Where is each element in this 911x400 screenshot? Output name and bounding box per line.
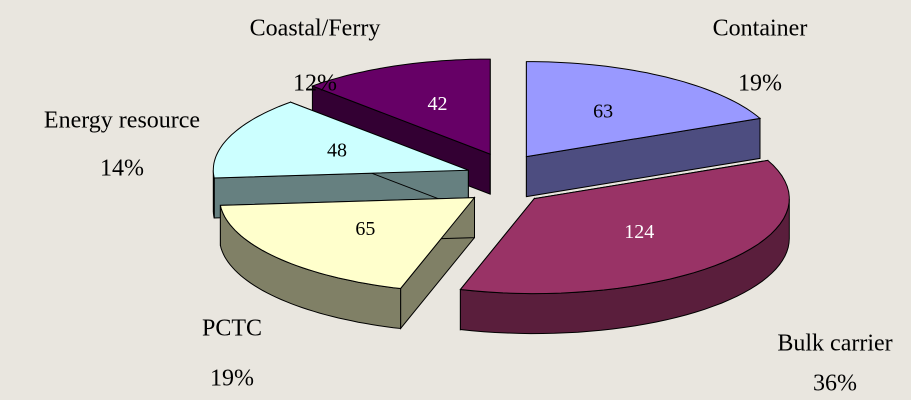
percent-label: 14% <box>100 156 144 182</box>
category-label: Energy resource <box>44 108 200 134</box>
value-label: 42 <box>427 93 447 115</box>
category-label: PCTC <box>202 316 262 342</box>
slice <box>219 197 476 290</box>
slice <box>212 101 469 179</box>
percent-label: 36% <box>813 371 857 397</box>
slice <box>310 58 491 155</box>
percent-label: 19% <box>738 71 782 97</box>
category-label: Container <box>713 16 808 42</box>
category-label: Coastal/Ferry <box>250 16 381 42</box>
value-label: 48 <box>327 139 347 161</box>
slice <box>525 61 762 158</box>
percent-label: 19% <box>210 366 254 392</box>
value-label: 65 <box>355 218 375 240</box>
value-label: 124 <box>624 221 654 243</box>
value-label: 63 <box>593 100 613 122</box>
category-label: Bulk carrier <box>777 331 892 357</box>
slice <box>459 159 790 295</box>
percent-label: 12% <box>293 71 337 97</box>
